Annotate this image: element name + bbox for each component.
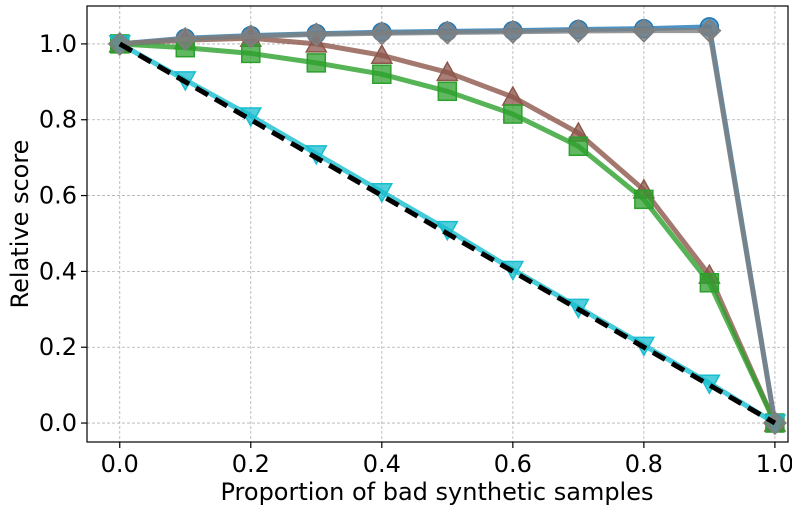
y-tick-label: 0.6 bbox=[39, 182, 77, 210]
y-tick-label: 0.2 bbox=[39, 333, 77, 361]
point-gray-diamond bbox=[631, 18, 656, 43]
series-layer bbox=[107, 17, 787, 436]
point-brown-triangle-up bbox=[370, 43, 394, 65]
point-gray-diamond bbox=[566, 18, 591, 44]
point-gray-diamond bbox=[173, 26, 198, 52]
point-green-square bbox=[372, 64, 392, 84]
x-tick-label: 0.0 bbox=[101, 450, 139, 478]
series-black-dashed-reference bbox=[118, 41, 777, 426]
point-gray-diamond bbox=[500, 19, 525, 44]
point-green-square bbox=[634, 189, 654, 210]
x-axis-label: Proportion of bad synthetic samples bbox=[221, 478, 654, 506]
point-green-square bbox=[568, 136, 589, 157]
x-tick-label: 0.8 bbox=[625, 450, 663, 478]
point-gray-diamond bbox=[435, 20, 460, 45]
x-tick-label: 0.6 bbox=[494, 450, 532, 478]
x-tick-label: 0.4 bbox=[363, 450, 401, 478]
point-gray-diamond bbox=[369, 21, 394, 46]
point-gray-diamond bbox=[304, 22, 329, 47]
point-green-square bbox=[306, 53, 327, 73]
plot-frame bbox=[86, 5, 789, 443]
y-tick-label: 0.0 bbox=[39, 409, 77, 437]
point-brown-triangle-up bbox=[436, 60, 459, 82]
y-tick-label: 1.0 bbox=[39, 30, 77, 58]
y-tick-label: 0.4 bbox=[39, 257, 77, 285]
y-axis-label: Relative score bbox=[6, 140, 34, 309]
point-cyan-triangle-down bbox=[698, 374, 721, 395]
series-line-black-dashed-reference bbox=[118, 41, 777, 426]
x-axis: 0.0 0.2 0.4 0.6 0.8 1.0 bbox=[101, 442, 792, 478]
point-green-square bbox=[699, 273, 720, 293]
point-gray-diamond bbox=[697, 18, 722, 43]
point-green-square bbox=[437, 81, 458, 102]
point-gray-diamond bbox=[238, 24, 263, 49]
y-tick-label: 0.8 bbox=[39, 106, 77, 134]
x-tick-label: 1.0 bbox=[756, 450, 792, 478]
y-axis: 0.0 0.2 0.4 0.6 0.8 1.0 bbox=[39, 30, 87, 437]
x-tick-label: 0.2 bbox=[232, 450, 270, 478]
point-green-square bbox=[503, 104, 523, 124]
